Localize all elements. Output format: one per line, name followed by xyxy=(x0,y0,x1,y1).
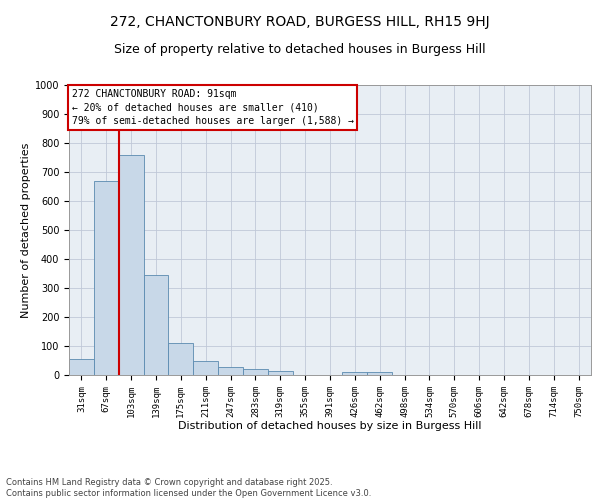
Bar xyxy=(367,372,392,375)
Text: Size of property relative to detached houses in Burgess Hill: Size of property relative to detached ho… xyxy=(114,42,486,56)
Bar xyxy=(218,367,243,375)
Bar xyxy=(169,343,193,375)
Bar xyxy=(143,275,169,375)
Bar xyxy=(119,155,143,375)
Bar xyxy=(243,369,268,375)
Text: Contains HM Land Registry data © Crown copyright and database right 2025.
Contai: Contains HM Land Registry data © Crown c… xyxy=(6,478,371,498)
Bar xyxy=(193,360,218,375)
Bar xyxy=(94,182,119,375)
Bar xyxy=(69,359,94,375)
Bar xyxy=(268,371,293,375)
Bar xyxy=(343,372,367,375)
Text: 272, CHANCTONBURY ROAD, BURGESS HILL, RH15 9HJ: 272, CHANCTONBURY ROAD, BURGESS HILL, RH… xyxy=(110,15,490,29)
Y-axis label: Number of detached properties: Number of detached properties xyxy=(20,142,31,318)
X-axis label: Distribution of detached houses by size in Burgess Hill: Distribution of detached houses by size … xyxy=(178,421,482,431)
Text: 272 CHANCTONBURY ROAD: 91sqm
← 20% of detached houses are smaller (410)
79% of s: 272 CHANCTONBURY ROAD: 91sqm ← 20% of de… xyxy=(71,90,353,126)
